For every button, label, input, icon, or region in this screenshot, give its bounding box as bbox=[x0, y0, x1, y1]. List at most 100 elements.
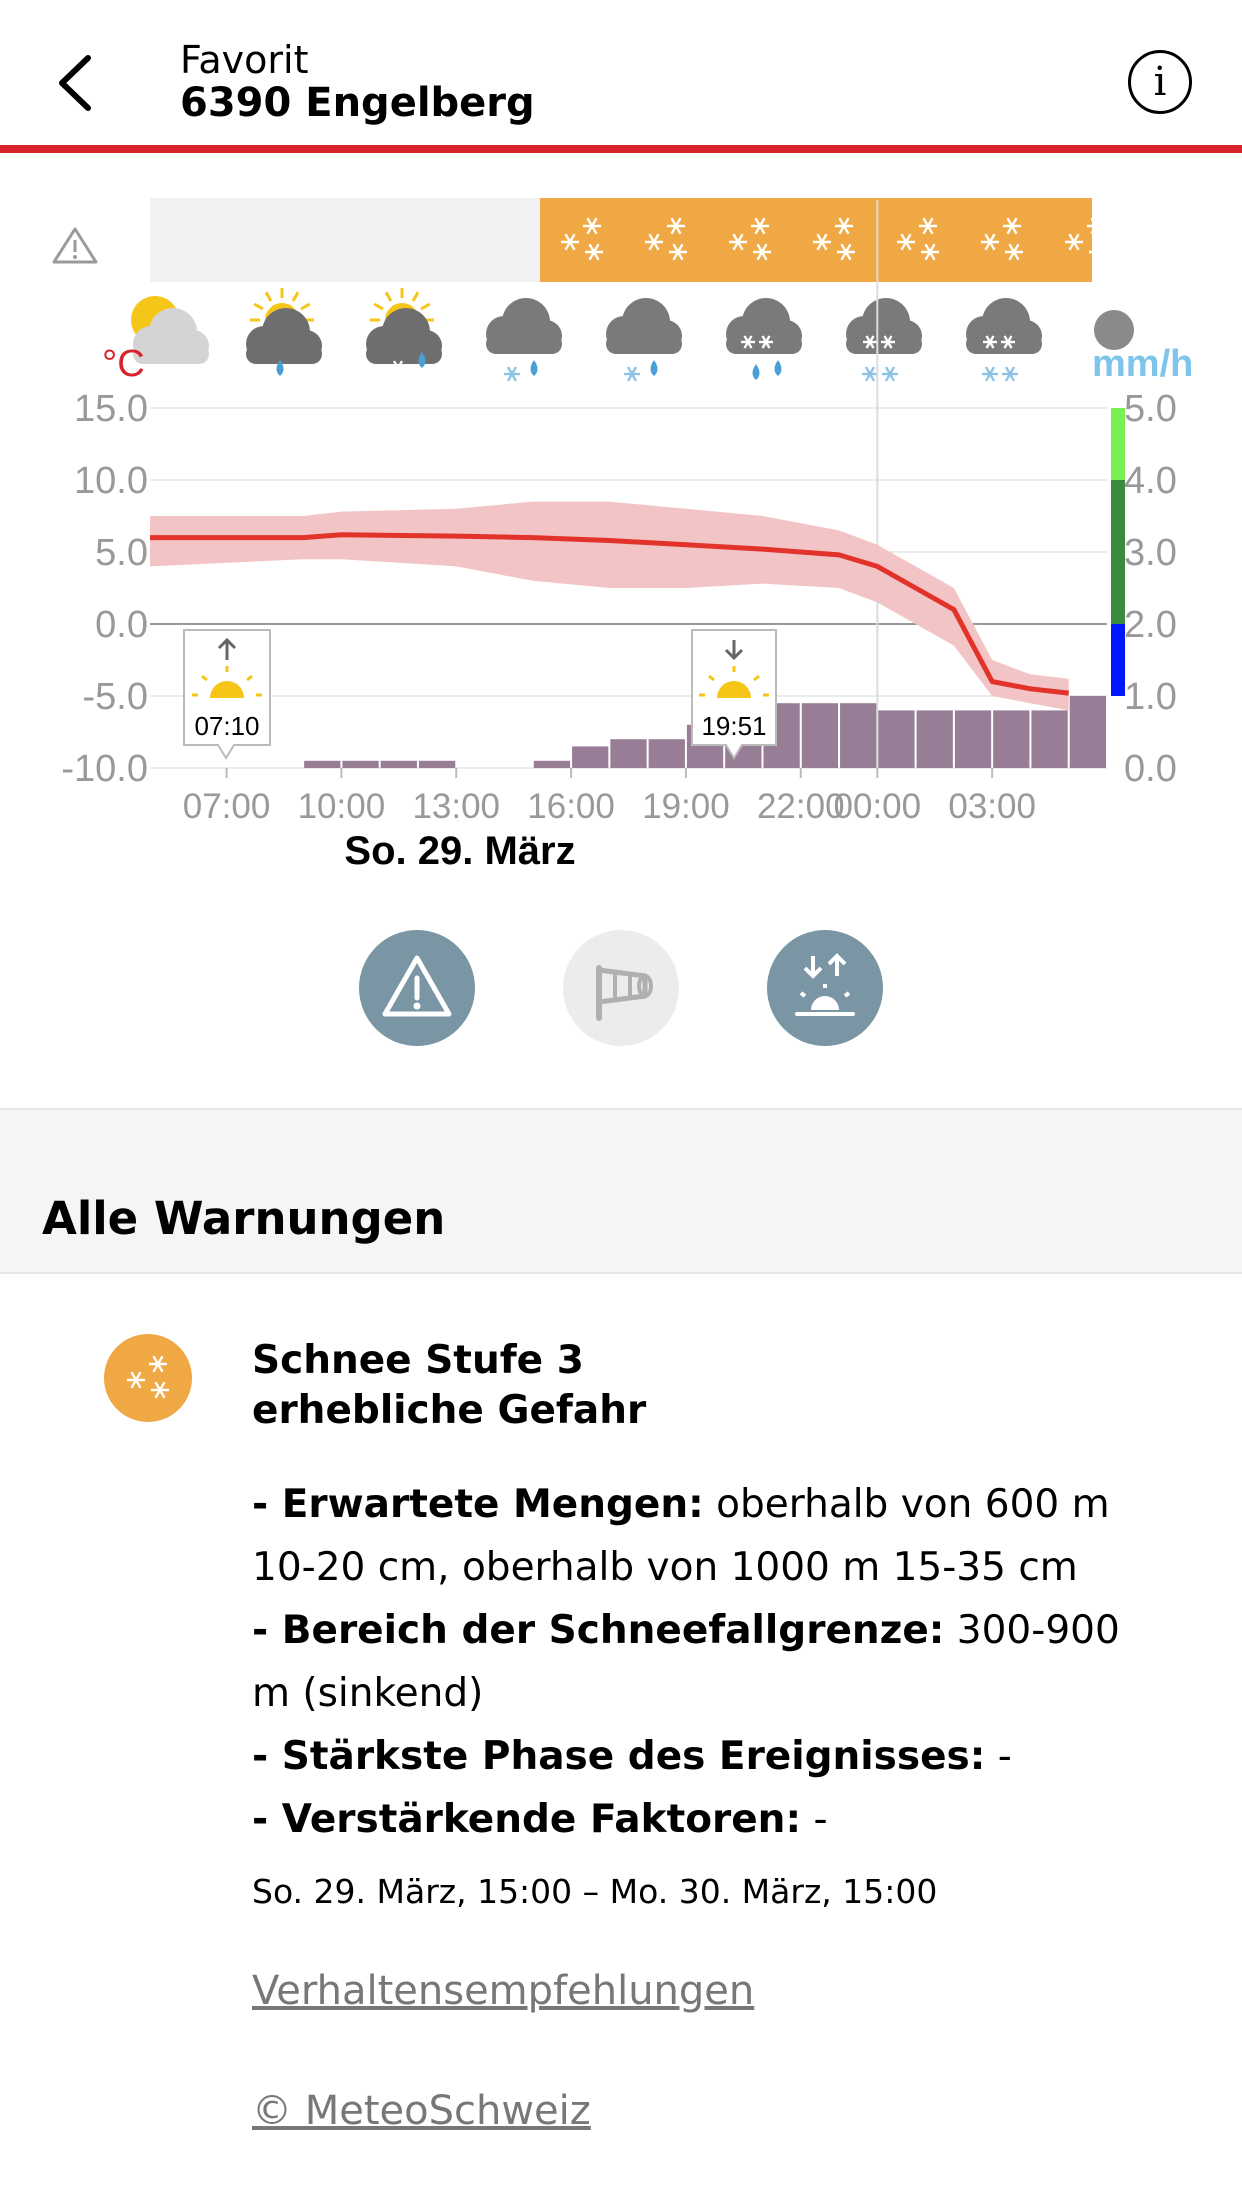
detail-snowline: - Bereich der Schneefallgrenze: 300-900 … bbox=[252, 1599, 1152, 1725]
detail-label: - Stärkste Phase des Ereignisses: bbox=[252, 1734, 986, 1779]
precipitation-tick-label: 4.0 bbox=[1124, 460, 1177, 502]
cloud-snow-rain-icon bbox=[606, 298, 682, 382]
temperature-range-band bbox=[150, 501, 1069, 711]
detail-strongest-phase: - Stärkste Phase des Ereignisses: - bbox=[252, 1725, 1152, 1788]
warning-details: - Erwartete Mengen: oberhalb von 600 m 1… bbox=[252, 1473, 1152, 1851]
precipitation-bar bbox=[380, 760, 417, 768]
sun-cloud-rain-icon bbox=[246, 288, 322, 376]
sun-cloud-icon bbox=[131, 296, 209, 364]
windsock-icon bbox=[596, 965, 653, 1021]
sunrise-marker: 07:10 bbox=[183, 629, 271, 760]
cloud-snow-rain-icon bbox=[486, 298, 562, 382]
precipitation-bar bbox=[1031, 710, 1068, 768]
app-header: Favorit 6390 Engelberg i bbox=[0, 0, 1242, 145]
temperature-tick-label: -5.0 bbox=[83, 676, 148, 718]
intensity-segment bbox=[1111, 624, 1125, 696]
weather-icons-row bbox=[131, 288, 1134, 382]
precipitation-bar bbox=[1069, 696, 1106, 768]
detail-label: - Verstärkende Faktoren: bbox=[252, 1797, 802, 1842]
temperature-tick-label: -10.0 bbox=[61, 748, 148, 790]
detail-label: - Erwartete Mengen: bbox=[252, 1482, 704, 1527]
precipitation-bar bbox=[916, 710, 953, 768]
precipitation-bar bbox=[801, 703, 839, 768]
temperature-range-area bbox=[150, 501, 1069, 711]
sunset-marker: 19:51 bbox=[691, 629, 777, 760]
detail-label: - Bereich der Schneefallgrenze: bbox=[252, 1608, 945, 1653]
precipitation-bar bbox=[304, 760, 341, 768]
temperature-tick-label: 0.0 bbox=[95, 604, 148, 646]
cloud-snow-rain-heavy-icon bbox=[726, 298, 802, 380]
time-tick-label: 13:00 bbox=[412, 787, 500, 826]
chart-grid bbox=[150, 200, 1107, 769]
precip-unit-label: mm/h bbox=[1092, 343, 1193, 385]
header-divider bbox=[0, 145, 1242, 153]
precipitation-bar bbox=[878, 710, 915, 768]
temperature-series bbox=[150, 532, 1070, 696]
precipitation-bar bbox=[993, 710, 1030, 768]
info-button[interactable]: i bbox=[1128, 50, 1192, 114]
precipitation-bar bbox=[342, 760, 379, 768]
detail-text: - bbox=[985, 1734, 1012, 1779]
warning-title: Schnee Stufe 3 erhebliche Gefahr bbox=[252, 1336, 646, 1436]
warning-severity: erhebliche Gefahr bbox=[252, 1388, 647, 1433]
temperature-tick-label: 5.0 bbox=[95, 532, 148, 574]
detail-expected-amounts: - Erwartete Mengen: oberhalb von 600 m 1… bbox=[252, 1473, 1152, 1599]
warning-strip-snow bbox=[540, 198, 1092, 282]
warning-strip[interactable] bbox=[52, 198, 1107, 282]
precipitation-axis: 5.0 4.0 3.0 2.0 1.0 0.0 bbox=[1124, 388, 1177, 790]
forecast-chart-svg: °C mm/h 15.0 10.0 5.0 0.0 -5.0 -10.0 5.0 4.0 3.… bbox=[52, 198, 1193, 873]
detail-text: - bbox=[801, 1797, 828, 1842]
time-tick-label: 10:00 bbox=[298, 787, 386, 826]
wind-tab[interactable] bbox=[563, 930, 679, 1046]
section-title: Alle Warnungen bbox=[42, 1192, 446, 1245]
info-icon: i bbox=[1153, 59, 1167, 105]
forecast-chart[interactable]: °C mm/h 15.0 10.0 5.0 0.0 -5.0 -10.0 5.0 4.0 3.… bbox=[0, 190, 1242, 890]
sunset-icon bbox=[699, 640, 769, 698]
warnings-section-header: Alle Warnungen bbox=[0, 1108, 1242, 1274]
sunset-time: 19:51 bbox=[701, 711, 766, 741]
temp-unit-label: °C bbox=[102, 343, 145, 385]
behaviour-recommendations-link[interactable]: Verhaltensempfehlungen bbox=[252, 1968, 755, 2014]
precipitation-intensity-scale bbox=[1111, 408, 1125, 696]
cloud-snow-icon bbox=[966, 298, 1042, 382]
snow-warning-badge bbox=[104, 1334, 192, 1422]
sunrise-time: 07:10 bbox=[194, 711, 259, 741]
time-tick-label: 16:00 bbox=[527, 787, 615, 826]
warning-level: Schnee Stufe 3 bbox=[252, 1338, 584, 1383]
time-tick-label: 00:00 bbox=[834, 787, 922, 826]
precipitation-tick-label: 0.0 bbox=[1124, 748, 1177, 790]
sun-cloud-snow-rain-icon bbox=[366, 288, 442, 376]
warnings-tab[interactable] bbox=[359, 930, 475, 1046]
chevron-left-icon bbox=[59, 55, 91, 111]
snowflakes-icon bbox=[127, 1355, 169, 1399]
time-tick-label: 19:00 bbox=[642, 787, 730, 826]
time-tick-label: 03:00 bbox=[948, 787, 1036, 826]
sun-tab[interactable] bbox=[767, 930, 883, 1046]
warning-validity: So. 29. März, 15:00 – Mo. 30. März, 15:0… bbox=[252, 1872, 938, 1911]
precipitation-bar bbox=[954, 710, 992, 768]
precipitation-bar bbox=[648, 739, 685, 768]
precipitation-bar bbox=[418, 760, 456, 768]
chart-date-label: So. 29. März bbox=[344, 829, 575, 873]
back-button[interactable] bbox=[46, 48, 106, 118]
warning-strip-icon bbox=[52, 227, 98, 264]
page-title: 6390 Engelberg bbox=[180, 80, 535, 126]
copyright-link[interactable]: © MeteoSchweiz bbox=[252, 2088, 591, 2134]
precipitation-bar bbox=[840, 703, 877, 768]
warning-strip-none bbox=[150, 198, 540, 282]
sunrise-icon bbox=[192, 637, 262, 698]
temperature-tick-label: 15.0 bbox=[74, 388, 148, 430]
detail-text: oberhalb von 600 m 10-20 cm, oberhalb vo… bbox=[252, 1482, 1110, 1590]
chart-layer-tabs bbox=[0, 930, 1242, 1050]
detail-aggravating-factors: - Verstärkende Faktoren: - bbox=[252, 1788, 1152, 1851]
time-tick-label: 22:00 bbox=[757, 787, 845, 826]
snowflakes-icon bbox=[561, 217, 1107, 261]
temperature-tick-label: 10.0 bbox=[74, 460, 148, 502]
precipitation-bar bbox=[610, 739, 647, 768]
time-tick-label: 07:00 bbox=[183, 787, 271, 826]
precipitation-bar bbox=[533, 760, 571, 768]
detail-text: 300-900 m (sinkend) bbox=[252, 1608, 1120, 1716]
precipitation-tick-label: 3.0 bbox=[1124, 532, 1177, 574]
precipitation-bar bbox=[572, 746, 609, 768]
